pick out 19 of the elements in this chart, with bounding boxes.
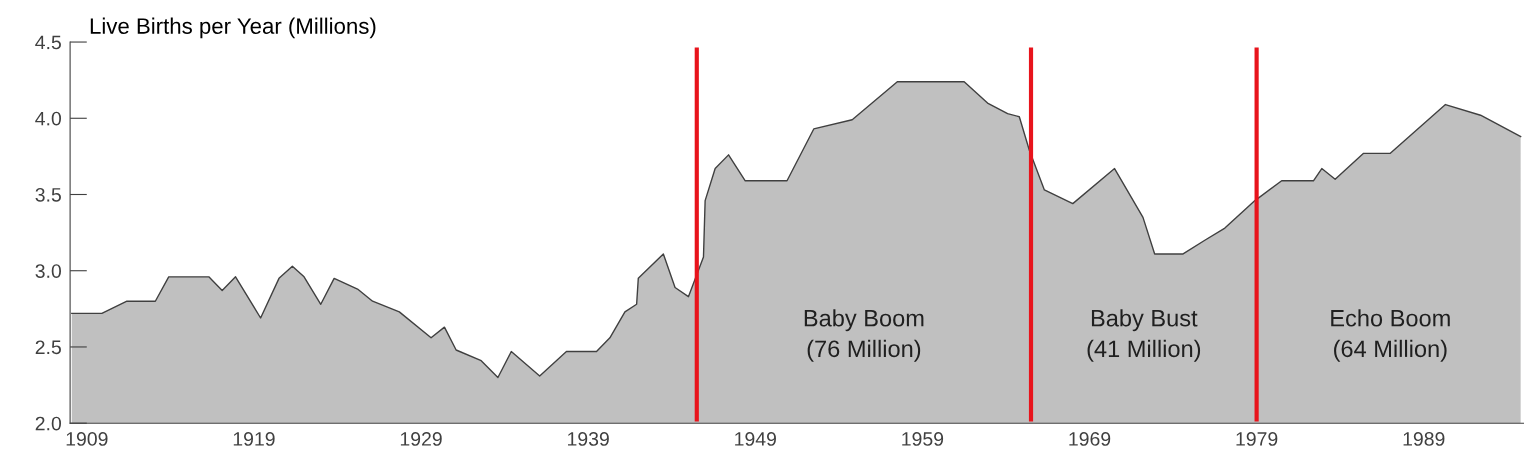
x-tick-label: 1969 (1069, 432, 1111, 446)
x-tick-label: 1909 (66, 432, 108, 446)
x-tick-label: 1989 (1403, 432, 1445, 446)
y-tick-label: 3.0 (35, 264, 62, 278)
annotation: Echo Boom (64 Million) (1331, 309, 1450, 362)
y-tick-label: 4.0 (35, 111, 62, 126)
x-tick-label: 1929 (400, 432, 442, 446)
annotation: Baby Bust (41 Million) (1087, 309, 1201, 362)
annotation: Baby Boom (76 Million) (804, 309, 924, 362)
x-tick-label: 1949 (735, 432, 776, 446)
x-tick-label: 1959 (902, 432, 944, 446)
y-tick-label: 2.5 (35, 340, 61, 355)
y-tick-label: 3.5 (35, 187, 61, 202)
x-tick-label: 1939 (568, 432, 609, 446)
x-tick-label: 1919 (233, 432, 275, 446)
y-tick-label: 2.0 (35, 416, 62, 431)
chart-title: Live Births per Year (Millions) (90, 17, 376, 39)
y-tick-label: 4.5 (35, 35, 61, 50)
x-tick-label: 1979 (1236, 432, 1278, 446)
